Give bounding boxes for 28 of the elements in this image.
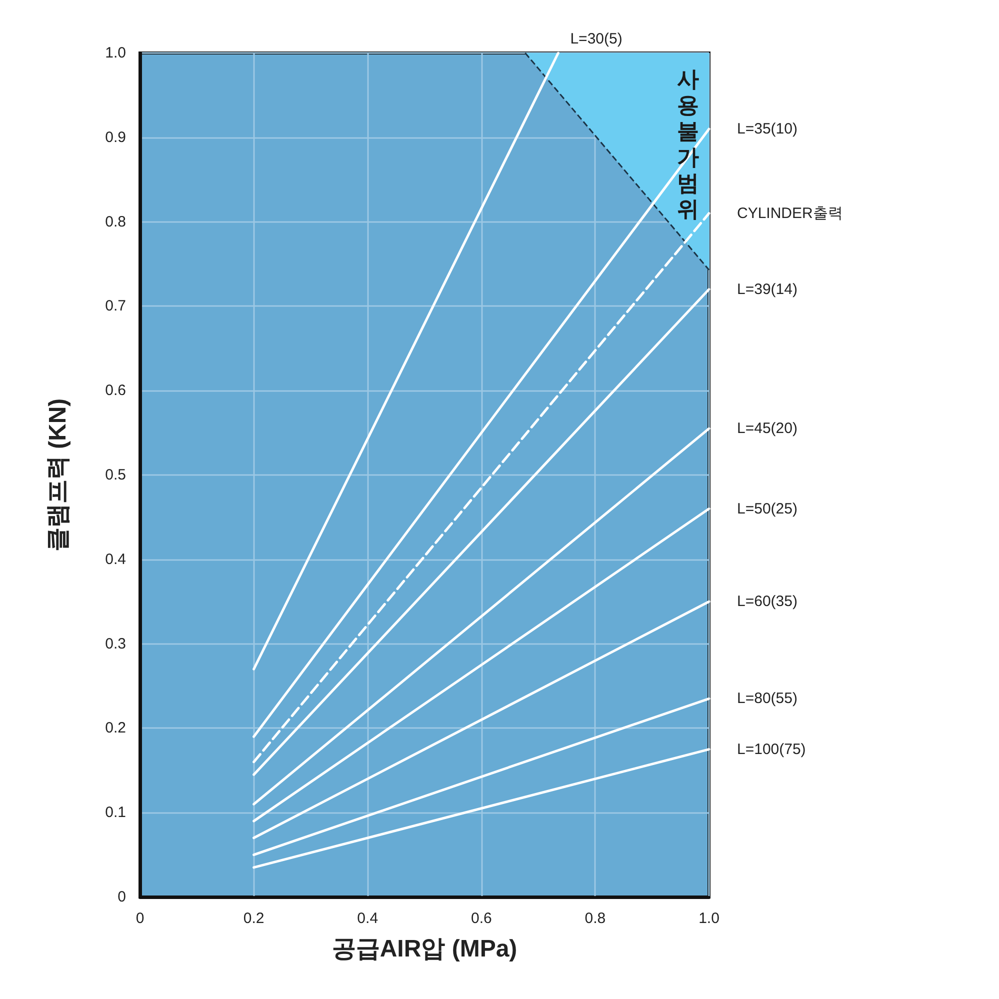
y-tick-label: 0.2	[105, 720, 126, 737]
y-tick-label: 0.9	[105, 128, 126, 146]
y-tick-label: 1.0	[105, 44, 126, 62]
series-label: L=30(5)	[570, 30, 622, 48]
series-label: CYLINDER출력	[737, 204, 843, 222]
y-tick-label: 0.8	[105, 213, 126, 230]
y-tick-label: 0.5	[105, 466, 126, 484]
x-tick-label: 0.8	[584, 910, 606, 927]
series-label: L=60(35)	[737, 593, 798, 610]
series-label: L=80(55)	[737, 690, 798, 708]
series-label: L=45(20)	[737, 420, 798, 438]
series-label: L=100(75)	[737, 740, 806, 758]
x-axis-title: 공급AIR압 (MPa)	[332, 936, 518, 962]
series-label: L=50(25)	[737, 500, 798, 518]
y-tick-label: 0.1	[105, 804, 126, 822]
y-tick-label: 0	[118, 888, 126, 906]
y-tick-label: 0.3	[105, 635, 126, 652]
x-tick-label: 0	[136, 910, 144, 927]
x-tick-label: 0.2	[243, 910, 264, 927]
series-label: L=39(14)	[737, 280, 798, 298]
y-tick-label: 0.4	[105, 550, 126, 568]
x-tick-label: 0.4	[357, 910, 378, 927]
y-axis-title: 클램프력 (KN)	[44, 398, 72, 552]
series-label: L=35(10)	[737, 120, 798, 138]
x-tick-label: 1.0	[698, 910, 720, 927]
y-tick-label: 0.6	[105, 382, 126, 400]
y-tick-label: 0.7	[105, 298, 126, 315]
x-tick-label: 0.6	[470, 910, 492, 927]
